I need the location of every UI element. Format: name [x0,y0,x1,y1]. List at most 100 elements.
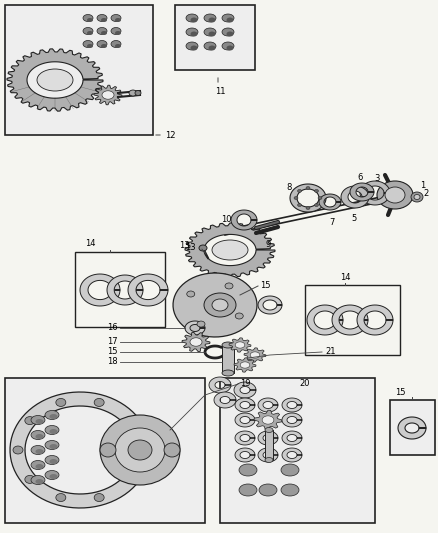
Ellipse shape [208,45,215,51]
Ellipse shape [222,28,233,36]
Text: 15: 15 [394,388,404,397]
Ellipse shape [197,321,205,327]
Text: 9: 9 [265,240,270,249]
Ellipse shape [137,446,147,454]
Polygon shape [173,273,256,337]
Ellipse shape [190,45,197,51]
Polygon shape [340,186,368,208]
Polygon shape [190,338,201,346]
Polygon shape [397,417,425,439]
Ellipse shape [297,189,301,192]
Ellipse shape [125,417,135,425]
Text: 18: 18 [107,358,118,367]
Bar [389,400,434,455]
Ellipse shape [45,410,59,419]
Ellipse shape [35,464,43,469]
Ellipse shape [305,187,309,190]
Ellipse shape [314,204,318,207]
Polygon shape [281,431,301,445]
Polygon shape [258,296,281,314]
Polygon shape [281,413,301,427]
Polygon shape [94,85,122,105]
Ellipse shape [198,245,207,251]
Polygon shape [80,274,120,306]
Ellipse shape [384,187,404,203]
Ellipse shape [208,18,215,22]
Ellipse shape [83,41,93,47]
Ellipse shape [49,414,57,419]
Ellipse shape [45,471,59,480]
Text: 14: 14 [85,239,95,248]
Ellipse shape [49,459,57,464]
Ellipse shape [115,44,121,48]
Polygon shape [306,305,342,335]
Text: 20: 20 [299,379,310,389]
Polygon shape [214,392,236,408]
Ellipse shape [226,31,233,36]
Ellipse shape [35,479,43,484]
Ellipse shape [164,443,180,457]
Text: 11: 11 [214,87,225,96]
Polygon shape [258,431,277,445]
Ellipse shape [204,28,215,36]
Ellipse shape [35,449,43,454]
Polygon shape [261,416,273,424]
Ellipse shape [204,14,215,22]
Bar [5,5,153,135]
Ellipse shape [31,475,45,484]
Ellipse shape [226,45,233,51]
Ellipse shape [45,456,59,464]
Polygon shape [281,448,301,462]
Ellipse shape [83,14,93,21]
Polygon shape [258,448,277,462]
Ellipse shape [128,440,152,460]
Ellipse shape [45,425,59,434]
Polygon shape [234,448,254,462]
Ellipse shape [115,428,165,472]
Ellipse shape [222,42,233,50]
Ellipse shape [87,31,93,35]
Text: 10: 10 [221,215,231,224]
Text: 6: 6 [357,173,362,182]
Polygon shape [233,382,255,398]
Ellipse shape [97,41,107,47]
Ellipse shape [410,192,422,202]
Ellipse shape [186,42,198,50]
Polygon shape [229,338,251,352]
Polygon shape [235,342,244,348]
Ellipse shape [204,293,236,317]
Ellipse shape [97,14,107,21]
Ellipse shape [293,197,297,199]
Ellipse shape [186,28,198,36]
Bar [75,252,165,327]
Polygon shape [318,194,340,210]
Ellipse shape [31,416,45,424]
Ellipse shape [115,31,121,35]
Polygon shape [254,410,281,430]
Ellipse shape [115,18,121,22]
Ellipse shape [111,41,121,47]
Polygon shape [107,275,143,305]
Polygon shape [281,398,301,412]
Polygon shape [359,181,389,205]
Bar [304,285,399,355]
Ellipse shape [101,44,107,48]
Ellipse shape [222,14,233,22]
Ellipse shape [222,370,233,376]
Ellipse shape [129,90,137,96]
Ellipse shape [225,283,233,289]
Ellipse shape [87,44,93,48]
Ellipse shape [111,28,121,35]
Ellipse shape [204,42,215,50]
Text: 13: 13 [185,243,195,252]
Polygon shape [128,274,168,306]
Polygon shape [233,358,255,372]
Polygon shape [250,352,259,358]
Ellipse shape [31,446,45,455]
Ellipse shape [94,399,104,407]
Text: 1: 1 [419,182,424,190]
Bar [175,5,254,70]
Ellipse shape [97,28,107,35]
Ellipse shape [186,14,198,22]
Ellipse shape [56,494,66,502]
